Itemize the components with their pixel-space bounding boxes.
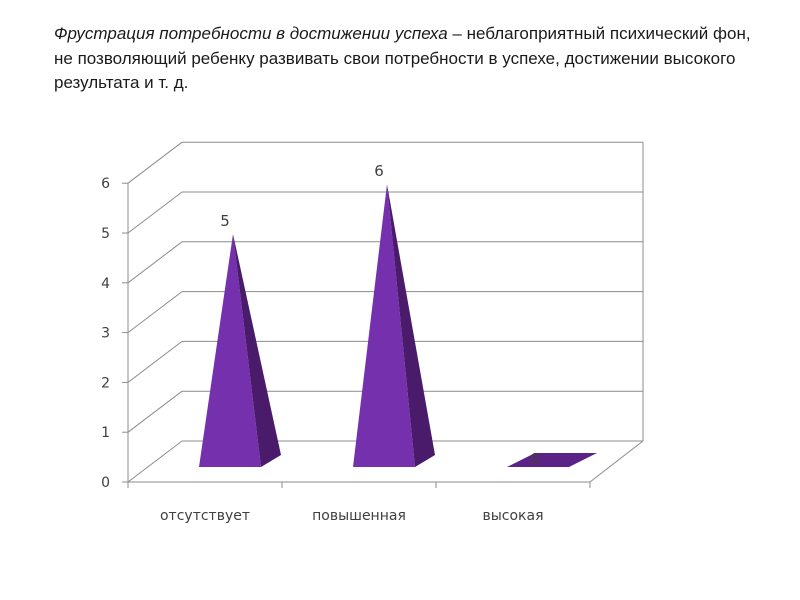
y-tick-label: 6 <box>101 176 110 192</box>
y-tick-label: 1 <box>101 425 110 441</box>
side-wall-gridline <box>127 390 183 433</box>
y-tick-label: 5 <box>101 226 110 242</box>
side-wall-gridline <box>127 241 183 284</box>
side-wall-gridline <box>127 341 183 383</box>
pyramid-bar-side <box>387 184 435 467</box>
heading-definition: – неблагоприятный психический фон, не по… <box>54 24 751 92</box>
y-tick-label: 2 <box>101 375 110 391</box>
data-label: 5 <box>220 212 230 230</box>
slide-heading: Фрустрация потребности в достижении успе… <box>54 22 754 96</box>
x-category-label: повышенная <box>312 508 406 524</box>
pyramid-bar-front <box>353 184 415 467</box>
x-category-label: отсутствует <box>160 508 250 524</box>
y-tick-label: 0 <box>101 475 110 491</box>
pyramid-bar-side <box>233 234 281 467</box>
floor-right-edge <box>589 440 644 483</box>
data-label: 6 <box>374 162 384 180</box>
y-tick-label: 4 <box>101 276 110 292</box>
side-wall-gridline <box>127 440 183 483</box>
data-label: 0 <box>530 450 540 468</box>
y-tick-label: 3 <box>101 326 110 342</box>
pyramid-bar-flat-base <box>507 453 597 467</box>
pyramid-bar-front <box>199 234 261 467</box>
side-wall-gridline <box>127 141 183 184</box>
side-wall-gridline <box>127 291 183 333</box>
heading-term: Фрустрация потребности в достижении успе… <box>54 24 448 43</box>
side-wall-gridline <box>127 191 183 234</box>
x-category-label: высокая <box>482 508 543 524</box>
